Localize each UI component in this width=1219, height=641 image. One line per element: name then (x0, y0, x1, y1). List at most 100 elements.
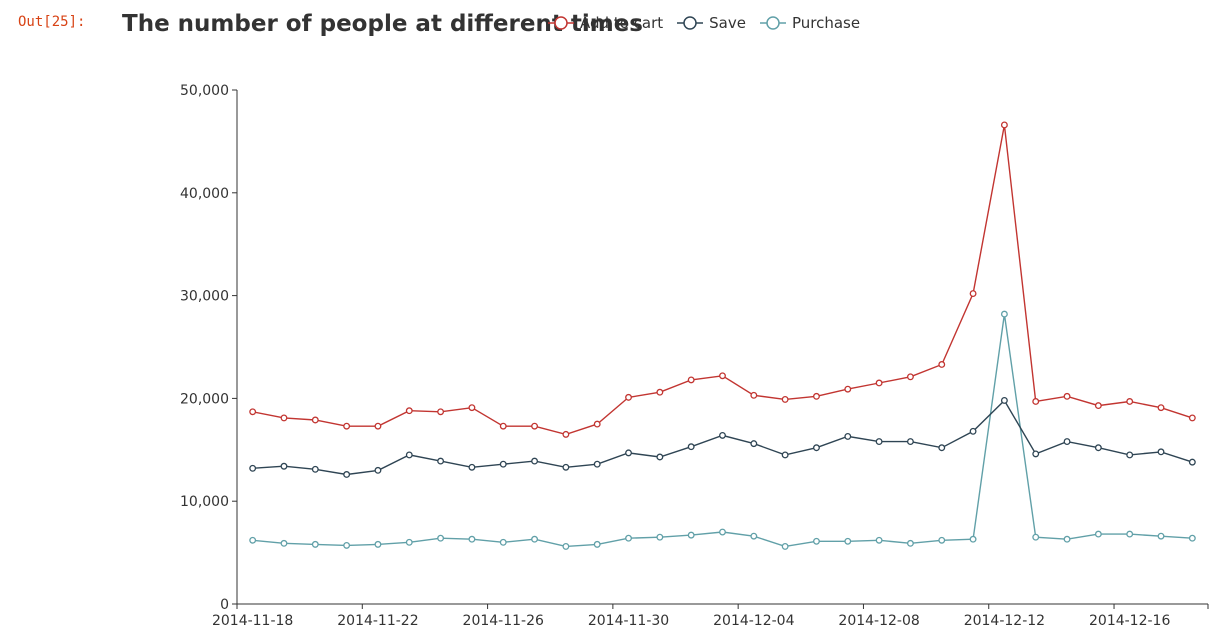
data-point-add-to-cart (687, 376, 695, 384)
data-point-purchase (1063, 535, 1071, 543)
data-point-save (938, 444, 946, 452)
data-point-save (875, 438, 883, 446)
legend-marker-add-to-cart-icon (548, 16, 574, 30)
x-tick-label: 2014-11-26 (463, 613, 544, 629)
data-point-save (1126, 451, 1134, 459)
data-point-add-to-cart (311, 416, 319, 424)
data-point-add-to-cart (1032, 398, 1040, 405)
x-tick-label: 2014-11-18 (212, 613, 293, 629)
data-point-purchase (593, 540, 601, 548)
x-tick-label: 2014-12-08 (838, 613, 919, 629)
data-point-add-to-cart (1094, 402, 1102, 410)
data-point-purchase (1032, 533, 1040, 541)
cell-output-prompt: Out[25]: (18, 14, 86, 30)
data-point-purchase (813, 537, 820, 545)
data-point-save (625, 449, 632, 457)
series-line-add-to-cart (252, 124, 1193, 436)
data-point-add-to-cart (437, 408, 445, 416)
legend-item-add-to-cart[interactable]: Add to cart (548, 14, 663, 32)
data-point-add-to-cart (875, 379, 883, 387)
data-point-purchase (531, 535, 539, 543)
data-point-save (249, 464, 257, 472)
legend-label-add-to-cart: Add to cart (580, 14, 664, 32)
data-point-save (562, 463, 570, 471)
data-point-save (1188, 458, 1196, 466)
x-tick-label: 2014-11-30 (588, 613, 669, 629)
data-point-purchase (719, 528, 726, 536)
data-point-save (499, 460, 507, 468)
data-point-purchase (687, 531, 695, 539)
data-point-add-to-cart (468, 404, 476, 412)
data-point-purchase (468, 535, 476, 543)
data-point-save (1094, 444, 1102, 452)
data-point-purchase (1094, 530, 1102, 538)
data-point-purchase (249, 536, 257, 544)
y-tick-label: 0 (220, 597, 229, 613)
data-point-add-to-cart (343, 422, 351, 430)
data-point-purchase (781, 542, 789, 550)
x-tick-label: 2014-12-04 (713, 613, 794, 629)
y-tick-label: 30,000 (180, 289, 229, 305)
data-point-purchase (437, 534, 445, 542)
data-point-save (1000, 397, 1008, 404)
data-point-save (1063, 438, 1071, 446)
data-point-add-to-cart (906, 373, 914, 381)
data-point-add-to-cart (1126, 398, 1134, 405)
data-point-save (593, 460, 601, 468)
data-point-add-to-cart (374, 422, 382, 430)
data-point-save (437, 457, 445, 465)
data-point-add-to-cart (1157, 404, 1165, 412)
x-tick-label: 2014-12-16 (1089, 613, 1170, 629)
data-point-add-to-cart (1063, 392, 1071, 400)
data-point-add-to-cart (938, 361, 946, 368)
data-point-purchase (750, 532, 758, 540)
data-point-save (531, 457, 539, 465)
data-point-add-to-cart (531, 422, 539, 430)
legend-item-purchase[interactable]: Purchase (759, 14, 861, 32)
data-point-save (343, 471, 351, 478)
data-point-save (311, 465, 319, 473)
data-point-add-to-cart (781, 395, 789, 403)
y-tick-label: 10,000 (180, 494, 229, 510)
data-point-add-to-cart (969, 290, 977, 297)
legend-label-purchase: Purchase (791, 14, 861, 32)
data-point-add-to-cart (405, 407, 413, 415)
y-tick-label: 50,000 (180, 83, 229, 99)
data-point-add-to-cart (249, 408, 257, 416)
y-tick-label: 40,000 (180, 186, 229, 202)
legend-item-save[interactable]: Save (677, 14, 746, 32)
data-point-purchase (1188, 534, 1196, 542)
data-point-purchase (280, 539, 288, 547)
data-point-add-to-cart (719, 372, 726, 380)
legend-marker-save-icon (677, 16, 704, 30)
data-point-save (656, 453, 664, 461)
x-tick-label: 2014-11-22 (337, 613, 418, 629)
data-point-save (813, 444, 820, 452)
data-point-add-to-cart (499, 422, 507, 430)
series-line-purchase (252, 314, 1193, 548)
data-point-purchase (625, 534, 632, 542)
data-point-save (405, 451, 413, 459)
data-point-add-to-cart (1000, 121, 1008, 129)
data-point-purchase (1000, 310, 1008, 318)
legend-label-save: Save (709, 14, 746, 32)
data-point-add-to-cart (844, 385, 852, 393)
data-point-purchase (844, 537, 852, 545)
data-point-save (906, 438, 914, 446)
data-point-save (280, 462, 288, 470)
data-point-purchase (499, 538, 507, 546)
data-point-add-to-cart (656, 388, 664, 396)
data-point-purchase (374, 540, 382, 548)
data-point-purchase (656, 533, 664, 541)
y-tick-label: 20,000 (180, 391, 229, 407)
data-point-save (1157, 448, 1165, 456)
data-point-save (374, 466, 382, 474)
data-point-add-to-cart (625, 393, 632, 401)
data-point-save (719, 431, 726, 439)
data-point-purchase (875, 536, 883, 544)
chart-legend: Add to cart Save Purchase (548, 11, 860, 35)
data-point-purchase (1157, 532, 1165, 540)
data-point-save (969, 427, 977, 435)
data-point-save (687, 443, 695, 451)
